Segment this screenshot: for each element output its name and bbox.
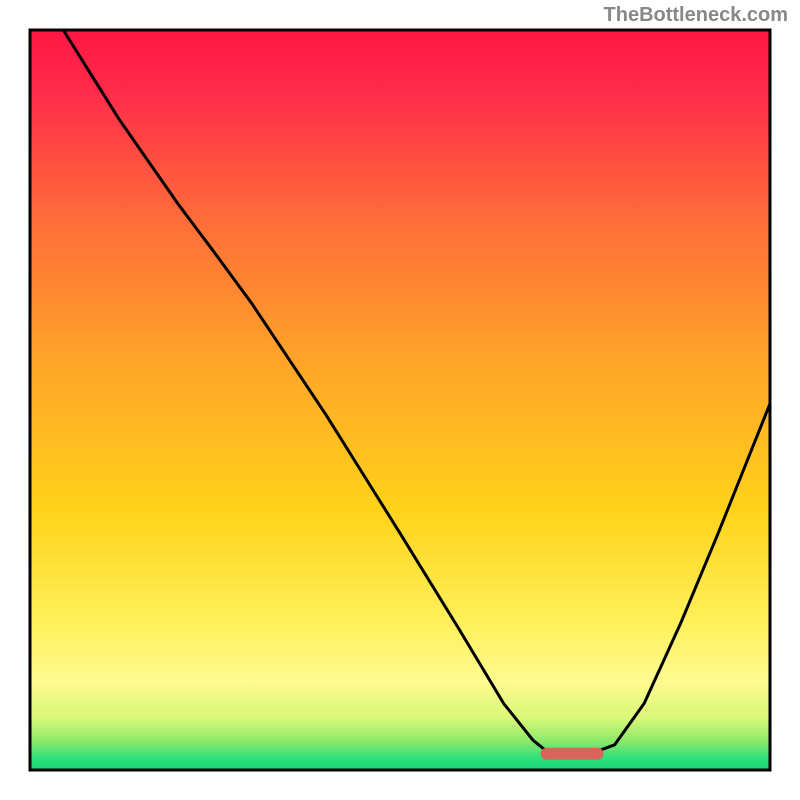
bottleneck-chart (0, 0, 800, 800)
plot-background (30, 30, 770, 770)
chart-container: TheBottleneck.com (0, 0, 800, 800)
minimum-marker (541, 748, 604, 760)
watermark-label: TheBottleneck.com (604, 4, 788, 27)
